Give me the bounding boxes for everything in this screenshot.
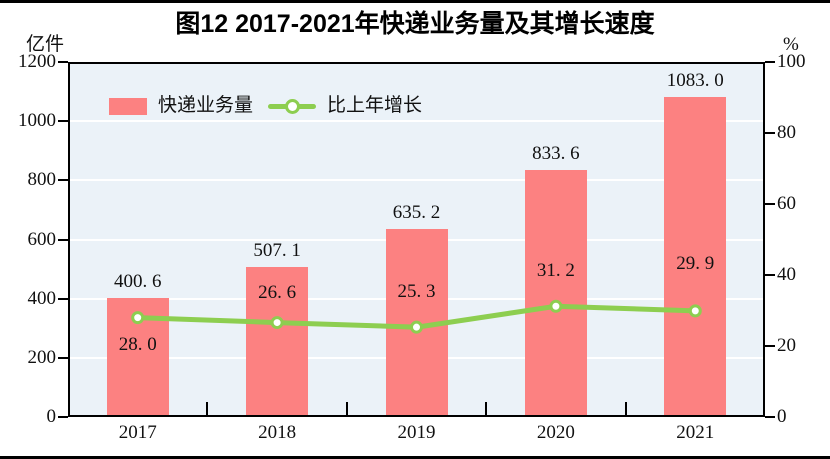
growth-value-label: 28. 0 [118, 333, 157, 355]
left-axis-tick [58, 179, 68, 182]
left-axis-tick-label: 1200 [18, 51, 56, 72]
right-axis-tick [765, 416, 775, 418]
legend-label-bar-series: 快递业务量 [158, 95, 254, 116]
bar-value-label: 1083. 0 [666, 69, 724, 91]
left-axis-tick-label: 400 [27, 287, 57, 309]
bar-value-label: 635. 2 [392, 202, 441, 224]
right-axis-tick-label: 0 [777, 406, 787, 427]
legend-item-line-series: 比上年增长 [268, 95, 422, 117]
right-axis-tick-label: 40 [777, 264, 796, 285]
right-axis-unit: % [783, 34, 799, 55]
left-axis-tick-label: 1000 [18, 110, 56, 132]
right-axis-tick [765, 345, 775, 347]
x-axis-tick [624, 402, 627, 415]
bar-series-swatch-icon [109, 97, 147, 115]
left-axis-tick [58, 238, 68, 241]
gridline [70, 179, 763, 182]
line-series-swatch-icon [268, 98, 317, 114]
left-axis-unit: 亿件 [26, 34, 65, 55]
bar-value-label: 400. 6 [113, 271, 162, 293]
left-axis-tick [58, 61, 68, 63]
left-axis-tick-label: 600 [27, 228, 57, 250]
right-axis-tick [765, 132, 775, 134]
right-axis-tick-label: 100 [777, 51, 806, 72]
right-axis-tick [765, 61, 775, 63]
bar-2017 [106, 298, 169, 415]
bar-2020 [524, 170, 587, 415]
left-axis-tick [58, 356, 68, 359]
line-marker-icon [285, 98, 301, 114]
left-axis-tick [58, 416, 68, 418]
left-axis-tick-label: 800 [27, 169, 57, 191]
bar-value-label: 833. 6 [532, 143, 580, 165]
right-axis-tick-label: 80 [777, 122, 796, 143]
x-tick-label: 2017 [118, 422, 157, 443]
x-axis-tick [345, 402, 348, 415]
left-axis-tick [58, 297, 68, 300]
right-axis-tick [765, 274, 775, 276]
left-axis-tick-label: 200 [27, 346, 57, 368]
right-axis-tick-label: 20 [777, 335, 796, 356]
growth-value-label: 26. 6 [258, 281, 297, 303]
gridline [70, 120, 763, 123]
bar-2019 [385, 229, 448, 415]
x-tick-label: 2021 [676, 422, 715, 443]
chart-title: 图12 2017-2021年快递业务量及其增长速度 [175, 10, 655, 38]
right-axis-tick [765, 203, 775, 205]
growth-value-label: 31. 2 [536, 260, 575, 282]
bar-2018 [246, 266, 309, 415]
legend-item-bar-series: 快递业务量 [109, 95, 253, 117]
bar-2021 [664, 96, 727, 415]
left-axis-tick-label: 0 [46, 406, 57, 427]
growth-value-label: 29. 9 [676, 252, 715, 274]
bar-value-label: 507. 1 [253, 239, 301, 261]
growth-value-label: 25. 3 [397, 281, 436, 303]
x-tick-label: 2018 [258, 422, 297, 443]
bottom-rule [0, 456, 830, 459]
top-rule [0, 0, 830, 3]
x-axis-tick [485, 402, 488, 415]
x-tick-label: 2019 [397, 422, 436, 443]
legend-label-line-series: 比上年增长 [327, 95, 423, 116]
right-axis-tick-label: 60 [777, 193, 796, 214]
legend: 快递业务量 比上年增长 [109, 95, 422, 117]
x-axis-tick [206, 402, 209, 415]
x-tick-label: 2020 [536, 422, 575, 443]
left-axis-tick [58, 120, 68, 123]
